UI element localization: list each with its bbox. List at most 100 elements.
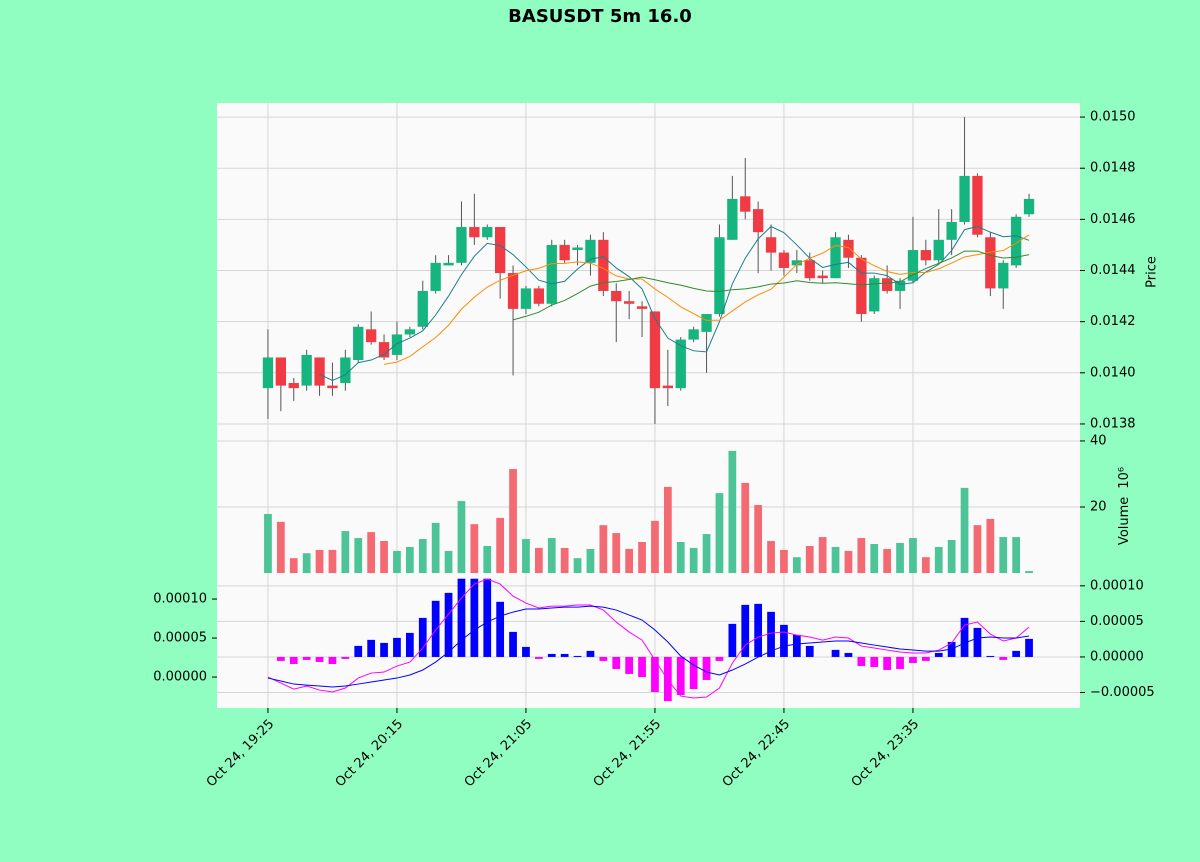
candle-body [894, 280, 906, 291]
y-tick-label: 0.0142 [1090, 314, 1136, 329]
candle-body [649, 311, 661, 389]
volume-label: Volume [1117, 497, 1132, 545]
macd-histogram-bar [534, 656, 543, 659]
macd-histogram-bar [586, 650, 595, 657]
x-tick-label: Oct 24, 22:45 [720, 717, 793, 790]
plot-area [217, 103, 1080, 708]
macd-histogram-bar [754, 603, 763, 657]
candle-body [494, 227, 506, 274]
volume-bar [792, 557, 801, 574]
volume-bar [844, 550, 853, 574]
volume-bar [934, 546, 943, 574]
candle-body [546, 244, 557, 304]
volume-bar [870, 543, 879, 574]
macd-histogram-bar [289, 656, 298, 664]
volume-bar [418, 539, 427, 574]
macd-line [267, 605, 1030, 688]
candle-body [417, 290, 428, 327]
macd-histogram-bar [767, 611, 775, 657]
macd-histogram-bar [663, 656, 672, 702]
volume-bar [896, 542, 904, 574]
candle-body [791, 260, 803, 266]
macd-histogram-bar [960, 617, 969, 657]
volume-bar [328, 549, 337, 574]
candle-body [727, 198, 738, 240]
candle-body [340, 357, 351, 384]
candle-body [817, 275, 828, 279]
x-tick-label: Oct 24, 20:15 [333, 717, 406, 790]
candle-body [365, 329, 377, 343]
macd-histogram-bar [780, 624, 788, 657]
macd-histogram-bar [405, 632, 414, 657]
candle-body [430, 262, 441, 291]
candle-body [314, 357, 325, 386]
candle-body [1023, 198, 1035, 215]
macd-histogram-bar [986, 655, 995, 657]
candle-body [920, 250, 932, 261]
volume-bar [573, 558, 582, 574]
volume-bar [625, 548, 634, 574]
x-tick-label: Oct 24, 21:55 [591, 717, 664, 790]
macd-histogram-bar [896, 656, 904, 669]
macd-histogram-bar [921, 656, 930, 661]
macd-histogram-bar [380, 642, 388, 657]
volume-bar [470, 524, 479, 574]
macd-histogram-bar [483, 578, 492, 657]
macd-histogram-bar [870, 656, 879, 667]
y-tick-label: 0.00000 [1090, 649, 1144, 664]
y-tick-label: −0.00005 [1090, 685, 1155, 700]
macd-histogram-bar [1012, 650, 1021, 657]
macd-histogram-bar [560, 653, 569, 657]
volume-bar [380, 541, 388, 574]
volume-bar [444, 550, 453, 574]
volume-bar [663, 486, 672, 574]
macd-histogram-bar [393, 637, 401, 657]
candle-body [907, 250, 919, 281]
volume-bar [767, 541, 775, 574]
chart-title: BASUSDT 5m 16.0 [508, 6, 692, 27]
candle-body [972, 175, 983, 235]
y-tick-label: 0.0150 [1090, 110, 1136, 125]
candle-body [585, 239, 596, 263]
volume-bar [805, 545, 814, 574]
macd-histogram-bar [999, 656, 1008, 660]
y-tick-label: 40 [1090, 433, 1107, 448]
x-tick-label: Oct 24, 21:05 [462, 717, 535, 790]
volume-bar [883, 548, 892, 574]
volume-bar [857, 538, 866, 574]
volume-bar [496, 517, 505, 574]
volume-bar [522, 539, 530, 574]
candle-body [830, 237, 841, 279]
macd-histogram-bar [315, 656, 324, 662]
candle-body [1010, 216, 1022, 266]
moving-average [319, 225, 1030, 382]
volume-bar [599, 525, 608, 574]
candle-body [378, 342, 390, 358]
candle-body [611, 290, 622, 302]
price-axis-label: Price [1145, 256, 1160, 288]
x-tick-label: Oct 24, 23:35 [849, 717, 922, 790]
volume-bar [754, 505, 763, 574]
volume-bar [1025, 571, 1033, 574]
candle-body [662, 385, 674, 389]
volume-bar [509, 469, 517, 574]
volume-bar [741, 482, 750, 574]
candle-body [946, 221, 957, 240]
candle-body [804, 260, 815, 279]
macd-histogram-bar [973, 627, 982, 657]
macd-histogram-bar [728, 623, 737, 657]
macd-histogram-bar [470, 578, 479, 657]
macd-histogram-bar [341, 656, 350, 659]
y-tick-label: 0.0138 [1090, 416, 1136, 431]
macd-histogram-bar [367, 639, 376, 657]
candle-body [327, 385, 338, 389]
volume-multiplier: 10⁶ [1117, 467, 1132, 489]
macd-histogram-bar [805, 645, 814, 657]
candle-body [959, 175, 970, 222]
macd-histogram-bar [883, 656, 892, 670]
moving-average [512, 250, 1030, 321]
macd-histogram-bar [934, 652, 943, 657]
candle-body [275, 357, 287, 386]
candle-body [998, 262, 1009, 289]
volume-bar [534, 547, 543, 574]
